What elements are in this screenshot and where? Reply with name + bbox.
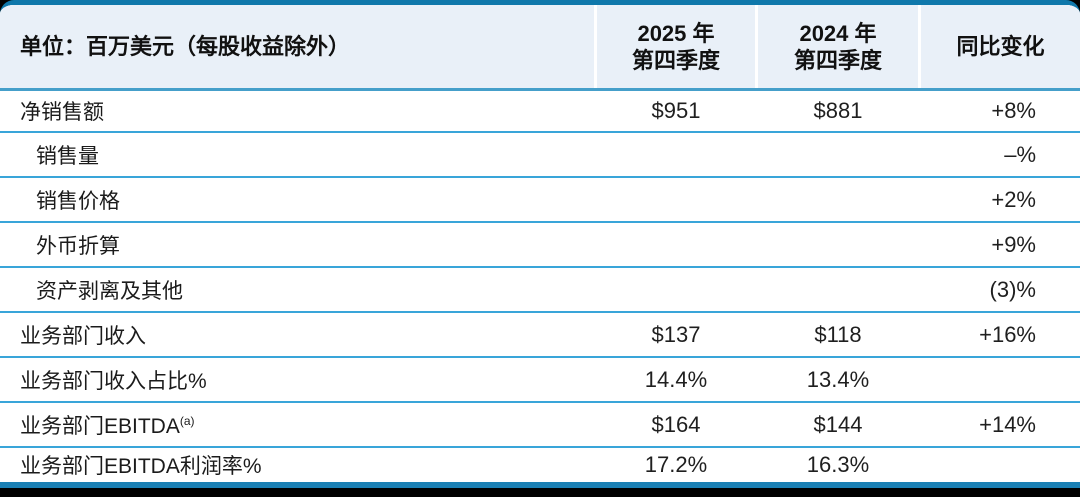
value-yoy: +16% [979,321,1036,347]
q4-2024-line1: 2024 年 [799,20,877,46]
value-q4-2025: 14.4% [644,366,708,392]
column-header-q4-2025: 2025 年 第四季度 [597,5,755,88]
q4-2024-line2: 第四季度 [793,47,882,73]
row-label: 业务部门收入 [0,320,594,350]
table-row: 净销售额 $951 $881 +8% [0,91,1080,131]
row-label-text: 业务部门EBITDA利润率% [20,455,262,478]
table-row: 业务部门EBITDA(a) $164 $144 +14% [0,401,1080,446]
row-label: 业务部门EBITDA(a) [0,410,594,440]
q4-2025-line1: 2025 年 [637,20,715,46]
value-q4-2024: $118 [814,321,862,347]
table-body: 净销售额 $951 $881 +8% 销售量 –% 销售价格 +2% 外币折算 … [0,91,1080,482]
value-q4-2024: 13.4% [806,366,870,392]
row-label: 销售价格 [0,185,594,215]
table-row: 业务部门收入占比% 14.4% 13.4% [0,356,1080,401]
unit-header-label: 单位：百万美元（每股收益除外） [20,34,351,59]
table-row: 业务部门收入 $137 $118 +16% [0,311,1080,356]
unit-header-cell: 单位：百万美元（每股收益除外） [0,5,594,88]
row-label-text: 资产剥离及其他 [36,279,183,303]
value-yoy: (3)% [989,276,1036,302]
row-label: 资产剥离及其他 [0,275,594,305]
column-header-q4-2024: 2024 年 第四季度 [758,5,918,88]
table-row: 外币折算 +9% [0,221,1080,266]
row-label: 外币折算 [0,230,594,260]
value-yoy: –% [1004,141,1036,167]
table-header-row: 单位：百万美元（每股收益除外） 2025 年 第四季度 2024 年 第四季度 … [0,5,1080,91]
table-row: 销售价格 +2% [0,176,1080,221]
value-q4-2024: 16.3% [806,452,870,477]
row-label: 销售量 [0,140,594,170]
table-row: 销售量 –% [0,131,1080,176]
row-label-text: 净销售额 [20,101,104,124]
value-q4-2024: $881 [813,98,863,123]
yoy-header-label: 同比变化 [956,34,1045,59]
row-label-text: 业务部门收入 [20,324,146,348]
row-label-text: 业务部门收入占比% [20,369,207,393]
row-label: 业务部门收入占比% [0,365,594,395]
value-yoy: +8% [991,98,1036,123]
footnote-marker: (a) [179,413,195,428]
value-q4-2025: $164 [651,411,701,437]
row-label-text: 销售量 [36,144,99,168]
row-label: 业务部门EBITDA利润率% [0,450,594,480]
value-yoy: +2% [991,186,1036,212]
table-row: 资产剥离及其他 (3)% [0,266,1080,311]
row-label-text: 业务部门EBITDA [20,414,180,438]
column-header-yoy: 同比变化 [921,5,1080,88]
value-q4-2024: $144 [813,411,863,437]
row-label-text: 销售价格 [36,189,120,213]
table-row: 业务部门EBITDA利润率% 17.2% 16.3% [0,446,1080,482]
row-label: 净销售额 [0,96,594,126]
value-q4-2025: 17.2% [644,452,708,477]
value-q4-2025: $951 [651,98,701,123]
value-yoy: +14% [979,411,1036,437]
value-yoy: +9% [991,231,1036,257]
value-q4-2025: $137 [651,321,701,347]
q4-2025-line2: 第四季度 [631,47,720,73]
row-label-text: 外币折算 [36,234,120,258]
